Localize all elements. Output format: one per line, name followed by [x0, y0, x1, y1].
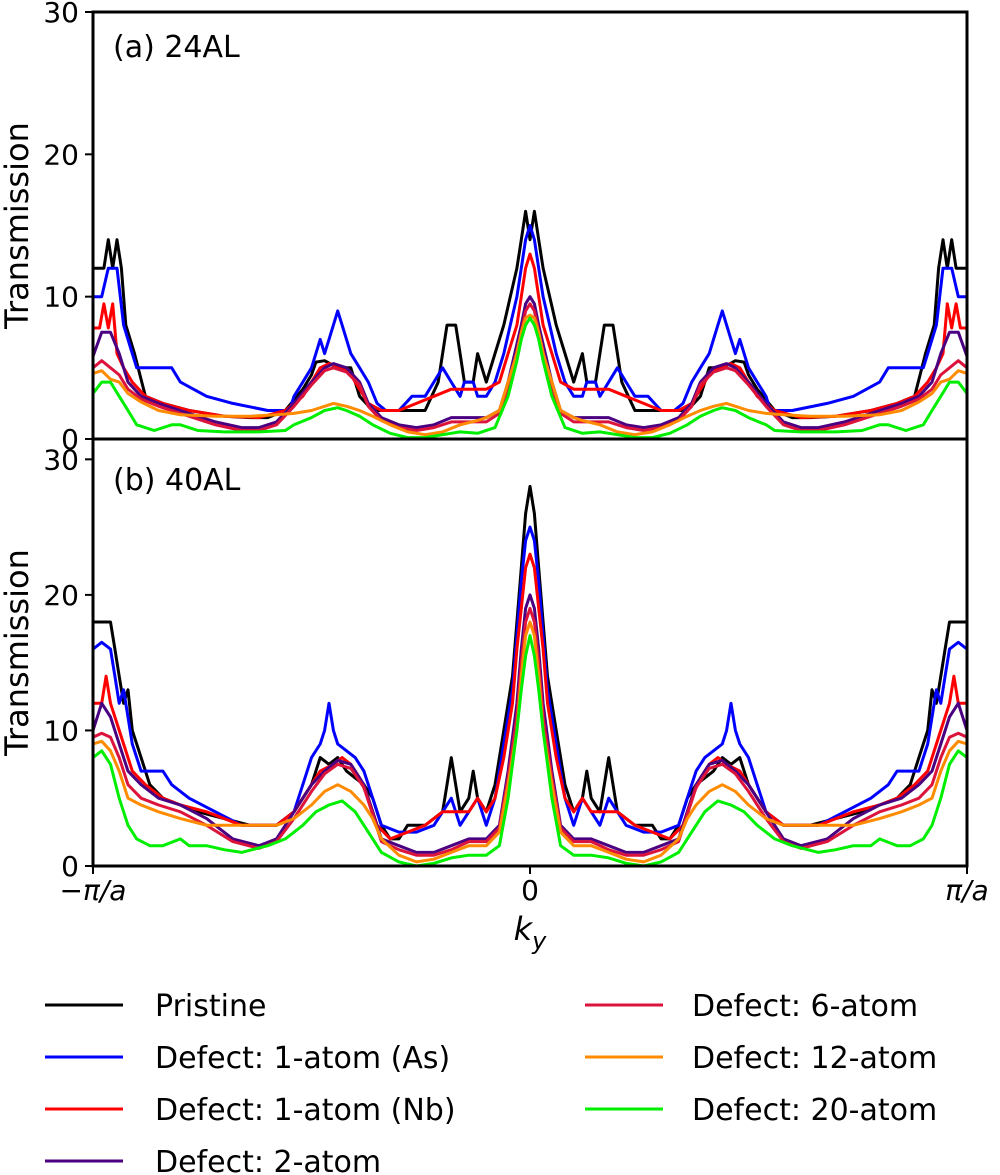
- legend: Pristine Defect: 1-atom (As) Defect: 1-ato…: [45, 989, 937, 1175]
- legend-label-defect-2-atom: Defect: 2-atom: [155, 1145, 381, 1175]
- legend-label-defect-1-atom-as: Defect: 1-atom (As): [155, 1041, 450, 1076]
- series-line-pristine: [93, 484, 967, 841]
- y-tick-label-20: 20: [43, 579, 79, 612]
- legend-label-defect-20-atom: Defect: 20-atom: [692, 1093, 937, 1128]
- series-line-defect-1-atom-as: [93, 224, 967, 412]
- panel-b-y-ticks: 0 10 20 30: [43, 443, 93, 883]
- legend-label-defect-1-atom-nb: Defect: 1-atom (Nb): [155, 1093, 456, 1128]
- x-tick-label-1: 0: [521, 874, 539, 907]
- y-tick-label-30: 30: [43, 443, 79, 476]
- panel-b-frame: [91, 437, 969, 868]
- panel-a-y-ticks: 0 10 20 30: [43, 0, 93, 456]
- panel-b-y-axis-title: Transmission: [0, 549, 36, 757]
- x-axis-title: ky: [514, 910, 548, 955]
- series-line-defect-2-atom: [93, 295, 967, 430]
- panel-b-series-group: [93, 484, 967, 866]
- y-tick-label-30: 30: [43, 0, 79, 29]
- y-tick-label-0: 0: [61, 850, 79, 883]
- series-line-defect-12-atom: [93, 620, 967, 864]
- panel-b-x-ticks: −π/a 0 π/a: [60, 866, 989, 907]
- panel-b-label: (b) 40AL: [113, 463, 241, 498]
- series-line-defect-20-atom: [93, 634, 967, 866]
- y-tick-label-10: 10: [43, 714, 79, 747]
- panel-a-series-group: [93, 209, 967, 439]
- legend-label-pristine: Pristine: [155, 989, 266, 1024]
- series-line-defect-20-atom: [93, 316, 967, 439]
- legend-label-defect-6-atom: Defect: 6-atom: [692, 989, 918, 1024]
- x-tick-label-0: −π/a: [60, 874, 127, 907]
- x-axis-title-k: k: [514, 910, 534, 948]
- series-line-defect-2-atom: [93, 593, 967, 854]
- panel-a: 0 10 20 30 (a) 24AL Transmission: [0, 0, 969, 456]
- series-line-defect-1-atom-nb: [93, 252, 967, 420]
- series-line-defect-6-atom: [93, 302, 967, 432]
- legend-label-defect-12-atom: Defect: 12-atom: [692, 1041, 937, 1076]
- y-tick-label-20: 20: [43, 138, 79, 171]
- y-tick-label-10: 10: [43, 281, 79, 314]
- x-tick-label-2: π/a: [945, 874, 988, 907]
- series-line-defect-12-atom: [93, 313, 967, 437]
- y-tick-label-0: 0: [61, 423, 79, 456]
- panel-a-label: (a) 24AL: [113, 30, 240, 65]
- series-line-defect-1-atom-as: [93, 525, 967, 834]
- panel-a-y-axis-title: Transmission: [0, 122, 36, 330]
- x-axis-title-subscript: y: [531, 927, 547, 955]
- series-line-defect-1-atom-nb: [93, 552, 967, 841]
